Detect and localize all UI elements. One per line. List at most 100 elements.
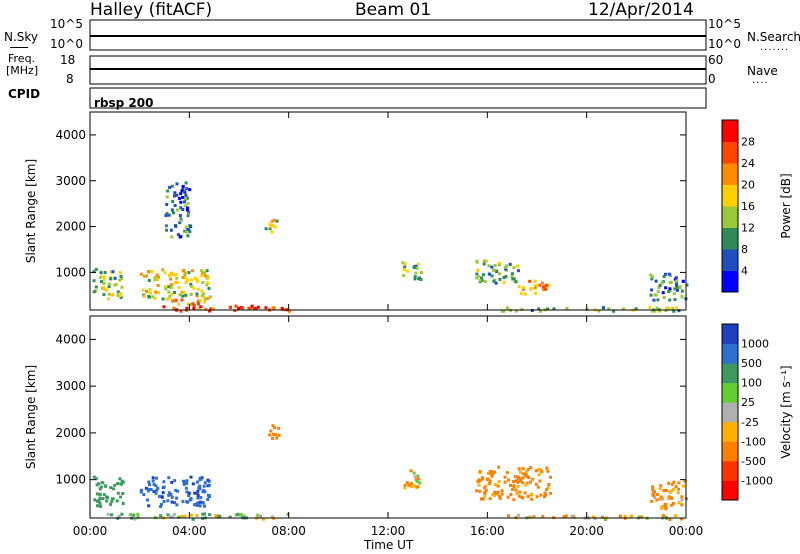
velocity-range-gate — [121, 502, 125, 505]
power-range-gate — [680, 295, 684, 299]
power-echo-region — [264, 218, 279, 234]
power-colorbar-swatch — [722, 120, 738, 142]
velocity-range-gate — [275, 436, 279, 440]
velocity-range-gate — [159, 514, 163, 518]
power-echo-region — [139, 268, 212, 301]
velocity-range-gate — [119, 495, 122, 499]
velocity-range-gate — [92, 475, 96, 479]
power-range-gate — [487, 272, 491, 276]
power-range-gate — [656, 298, 660, 302]
velocity-range-gate — [174, 488, 178, 492]
power-range-gate — [254, 307, 258, 311]
power-colorbar-swatch — [722, 184, 738, 207]
power-echo-region — [649, 272, 689, 302]
velocity-range-gate — [562, 515, 566, 519]
power-range-gate — [118, 278, 122, 282]
beam-title: Beam 01 — [355, 0, 432, 20]
power-range-gate — [186, 201, 190, 205]
power-range-gate — [107, 285, 111, 289]
velocity-range-gate — [277, 426, 281, 430]
power-colorbar-tick: 16 — [741, 200, 755, 213]
power-colorbar-frame — [721, 119, 739, 293]
power-range-gate — [211, 307, 215, 311]
x-tick-label: 08:00 — [271, 524, 306, 538]
power-colorbar: 4 8 12 16 20 24 28 Power [dB] — [721, 119, 793, 293]
power-range-gate — [498, 261, 501, 265]
velocity-range-gate — [478, 489, 482, 493]
velocity-range-gate — [547, 483, 551, 487]
power-range-gate — [172, 273, 176, 277]
velocity-range-gate — [655, 498, 659, 502]
power-colorbar-tick: 24 — [741, 157, 755, 170]
power-range-gate — [402, 274, 406, 277]
velocity-range-gate — [183, 514, 187, 518]
power-range-gate — [476, 268, 480, 272]
velocity-range-gate — [98, 492, 102, 496]
velocity-range-gate — [515, 491, 519, 495]
freq-label: Freq. — [8, 52, 36, 65]
velocity-range-gate — [147, 480, 151, 484]
power-range-gate — [520, 307, 524, 311]
power-range-gate — [193, 276, 197, 280]
power-range-gate — [189, 282, 193, 286]
power-range-gate — [401, 261, 405, 265]
power-range-gate — [185, 196, 189, 200]
power-range-gate — [200, 294, 204, 298]
power-range-gate — [523, 292, 527, 296]
velocity-range-gate — [407, 483, 411, 487]
power-range-gate — [206, 274, 209, 278]
power-range-gate — [167, 297, 171, 300]
y-tick-label: 1000 — [55, 265, 86, 279]
velocity-range-gate — [184, 486, 188, 490]
nave-label: Nave — [747, 64, 778, 78]
velocity-range-gate — [277, 433, 281, 437]
power-range-gate — [672, 292, 676, 296]
freq-tick-top: 18 — [60, 53, 76, 67]
velocity-range-gate — [664, 507, 668, 511]
velocity-range-gate — [410, 485, 414, 489]
power-range-gate — [151, 295, 155, 299]
velocity-range-gate — [196, 503, 200, 507]
power-range-gate — [191, 302, 195, 306]
power-colorbar-tick: 28 — [741, 136, 755, 149]
velocity-range-gate — [500, 489, 504, 493]
velocity-range-gate — [651, 485, 655, 489]
velocity-range-gate — [476, 480, 480, 484]
power-range-gate — [498, 278, 502, 281]
velocity-colorbar-swatch — [722, 402, 738, 423]
velocity-range-gate — [206, 493, 210, 497]
power-range-gate — [186, 206, 190, 210]
power-range-gate — [186, 214, 190, 218]
velocity-range-gate — [484, 484, 488, 488]
power-range-gate — [110, 293, 114, 297]
velocity-range-gate — [98, 487, 102, 491]
power-range-gate — [167, 285, 171, 289]
power-range-gate — [107, 292, 111, 296]
velocity-range-gate — [185, 479, 189, 483]
velocity-colorbar-tick: -500 — [741, 455, 766, 468]
power-range-gate — [190, 278, 194, 282]
x-tick-label: 16:00 — [470, 524, 505, 538]
power-range-gate — [162, 305, 166, 309]
power-range-gate — [196, 287, 200, 291]
power-range-gate — [402, 268, 406, 271]
nsky-tick-top: 10^5 — [50, 17, 83, 31]
velocity-range-gate — [529, 492, 533, 496]
velocity-range-gate — [202, 484, 206, 488]
velocity-echo-region — [268, 424, 281, 440]
power-range-gate — [175, 182, 179, 186]
y-tick-label: 3000 — [55, 174, 86, 188]
power-range-gate — [184, 225, 188, 229]
velocity-range-gate — [518, 470, 522, 474]
power-range-gate — [207, 287, 211, 290]
velocity-range-gate — [151, 479, 155, 483]
velocity-range-gate — [478, 479, 482, 483]
power-range-gate — [202, 292, 206, 296]
velocity-range-gate — [543, 495, 546, 499]
velocity-range-gate — [673, 514, 677, 518]
power-range-gate — [169, 285, 173, 289]
power-range-gate — [273, 218, 277, 222]
power-range-gate — [490, 265, 494, 269]
velocity-range-gate — [195, 492, 199, 496]
x-tick-label: 00:00 — [73, 524, 108, 538]
